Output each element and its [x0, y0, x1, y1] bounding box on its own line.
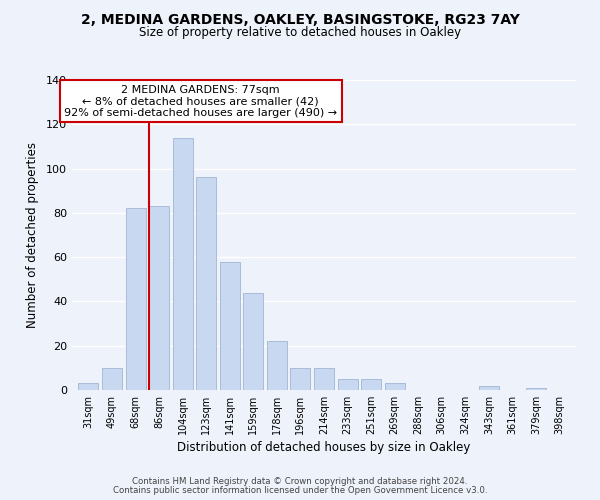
Text: 2 MEDINA GARDENS: 77sqm
← 8% of detached houses are smaller (42)
92% of semi-det: 2 MEDINA GARDENS: 77sqm ← 8% of detached…	[64, 84, 337, 118]
Text: Size of property relative to detached houses in Oakley: Size of property relative to detached ho…	[139, 26, 461, 39]
Bar	[338, 379, 358, 390]
Bar	[361, 379, 381, 390]
Text: Contains HM Land Registry data © Crown copyright and database right 2024.: Contains HM Land Registry data © Crown c…	[132, 477, 468, 486]
Bar	[267, 342, 287, 390]
Bar	[102, 368, 122, 390]
Bar	[290, 368, 310, 390]
Bar	[220, 262, 240, 390]
Bar	[79, 384, 98, 390]
Bar	[125, 208, 146, 390]
Bar	[314, 368, 334, 390]
Text: 2, MEDINA GARDENS, OAKLEY, BASINGSTOKE, RG23 7AY: 2, MEDINA GARDENS, OAKLEY, BASINGSTOKE, …	[80, 12, 520, 26]
Bar	[173, 138, 193, 390]
Bar	[526, 388, 546, 390]
Bar	[385, 384, 404, 390]
Y-axis label: Number of detached properties: Number of detached properties	[26, 142, 39, 328]
Bar	[244, 292, 263, 390]
Bar	[149, 206, 169, 390]
Bar	[196, 178, 216, 390]
Bar	[479, 386, 499, 390]
X-axis label: Distribution of detached houses by size in Oakley: Distribution of detached houses by size …	[178, 441, 470, 454]
Text: Contains public sector information licensed under the Open Government Licence v3: Contains public sector information licen…	[113, 486, 487, 495]
